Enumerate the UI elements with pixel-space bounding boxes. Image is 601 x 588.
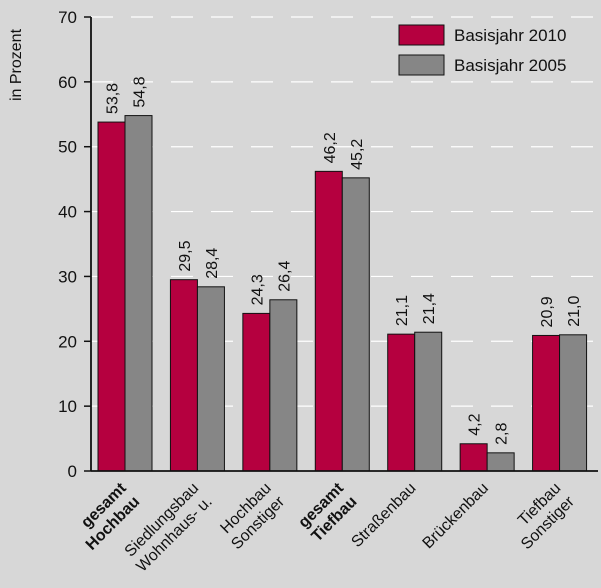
x-tick-label-group: Straßenbau	[348, 480, 419, 551]
legend-swatch	[398, 24, 445, 46]
legend-swatch	[398, 54, 445, 76]
bar-series-2005	[124, 115, 153, 472]
data-label: 4,2	[467, 413, 484, 435]
y-tick-label: 10	[58, 397, 77, 416]
legend-label: Basisjahr 2005	[454, 56, 566, 75]
data-label: 21,0	[566, 296, 583, 327]
data-label: 46,2	[322, 132, 339, 163]
data-label: 26,4	[276, 261, 293, 292]
x-tick-label: Brückenbau	[420, 480, 492, 552]
bar-series-2010	[242, 312, 271, 472]
bar-series-2010	[387, 333, 416, 472]
bar-series-2005	[414, 331, 443, 472]
legend-layer: Basisjahr 2010 Basisjahr 2005	[398, 24, 566, 76]
bar-series-2005	[269, 299, 298, 472]
bar-series-2010	[459, 443, 488, 472]
y-axis-title: in Prozent	[8, 28, 25, 101]
y-tick-label: 20	[58, 332, 77, 351]
y-tick-label: 60	[58, 73, 77, 92]
y-tick-label: 50	[58, 138, 77, 157]
x-tick-label-group: Brückenbau	[420, 480, 492, 552]
axis-layer: 0 10 20 30 40 50 60 70 in Prozent	[8, 8, 598, 481]
bar-series-2010	[314, 170, 343, 472]
data-label: 24,3	[249, 274, 266, 305]
bar-series-2010	[169, 279, 198, 472]
bar-series-2005	[341, 177, 370, 472]
bar-series-2010	[97, 121, 126, 472]
data-label: 28,4	[204, 248, 221, 279]
data-label: 54,8	[132, 76, 149, 107]
bar-series-2005	[486, 452, 515, 472]
bars-layer	[97, 115, 588, 472]
data-label: 2,8	[494, 422, 511, 444]
x-tick-label: Straßenbau	[348, 480, 419, 551]
data-label: 53,8	[105, 83, 122, 114]
y-tick-label: 0	[68, 462, 77, 481]
x-tick-label-group: Wohnhaus- u.Siedlungsbau	[122, 480, 216, 576]
data-label: 45,2	[349, 139, 366, 170]
bar-series-2005	[196, 286, 225, 472]
data-label: 21,1	[394, 295, 411, 326]
legend-label: Basisjahr 2010	[454, 26, 566, 45]
bar-series-2010	[532, 334, 561, 472]
bar-series-2005	[559, 334, 588, 472]
data-label: 20,9	[539, 296, 556, 327]
y-tick-label: 70	[58, 8, 77, 27]
data-label: 21,4	[421, 293, 438, 324]
data-label: 29,5	[177, 240, 194, 271]
y-tick-label: 40	[58, 203, 77, 222]
y-tick-label: 30	[58, 267, 77, 286]
